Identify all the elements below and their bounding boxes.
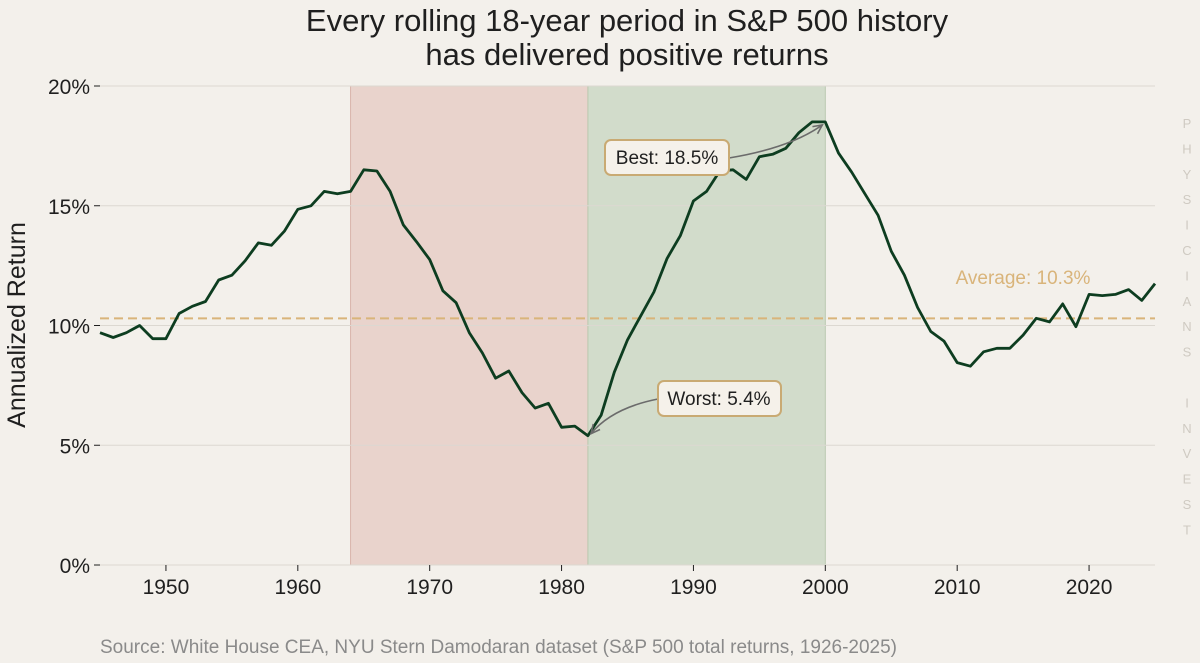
watermark-letter: I [1185,218,1189,233]
x-tick-label: 1970 [406,576,453,599]
watermark-letter: E [1183,472,1192,487]
source-note: Source: White House CEA, NYU Stern Damod… [100,637,897,658]
worst-arrowhead [589,423,601,436]
watermark-letter: C [1182,243,1191,258]
x-tick-label: 2000 [802,576,849,599]
watermark-letter: S [1183,497,1192,512]
watermark-letter: H [1182,141,1191,156]
watermark-letter: N [1182,421,1191,436]
x-tick-label: 1950 [143,576,190,599]
watermark-letter: P [1183,116,1192,131]
y-tick-label: 0% [60,555,90,578]
worst-arrow [590,398,659,435]
chart-title-line-2: has delivered positive returns [425,37,828,72]
watermark-letter: Y [1183,167,1192,182]
x-tick-label: 1990 [670,576,717,599]
watermark-letter: V [1183,446,1192,461]
watermark-letter: S [1183,192,1192,207]
chart-title-line-1: Every rolling 18-year period in S&P 500 … [306,3,949,38]
best-arrow [728,124,823,159]
watermark-letter: S [1183,345,1192,360]
watermark-letter: I [1185,268,1189,283]
best-arrowhead [812,123,824,135]
watermark-letter: T [1183,522,1191,537]
x-tick-label: 2020 [1066,576,1113,599]
series-line [99,120,1157,438]
x-tick-label: 1960 [274,576,321,599]
worst-box [657,380,782,417]
watermark-letter: I [1185,395,1189,410]
y-axis-label: Annualized Return [3,222,31,428]
watermark-letter: A [1183,294,1192,309]
y-tick-label: 5% [60,435,90,458]
watermark-letter: N [1182,319,1191,334]
y-tick-label: 20% [48,76,90,99]
best-box [604,139,730,176]
y-tick-label: 10% [48,316,90,339]
best-label: Best: 18.5% [616,148,719,169]
average-label: Average: 10.3% [956,268,1091,289]
x-tick-label: 2010 [934,576,981,599]
x-tick-label: 1980 [538,576,585,599]
worst-label: Worst: 5.4% [667,389,770,410]
y-tick-label: 15% [48,196,90,219]
